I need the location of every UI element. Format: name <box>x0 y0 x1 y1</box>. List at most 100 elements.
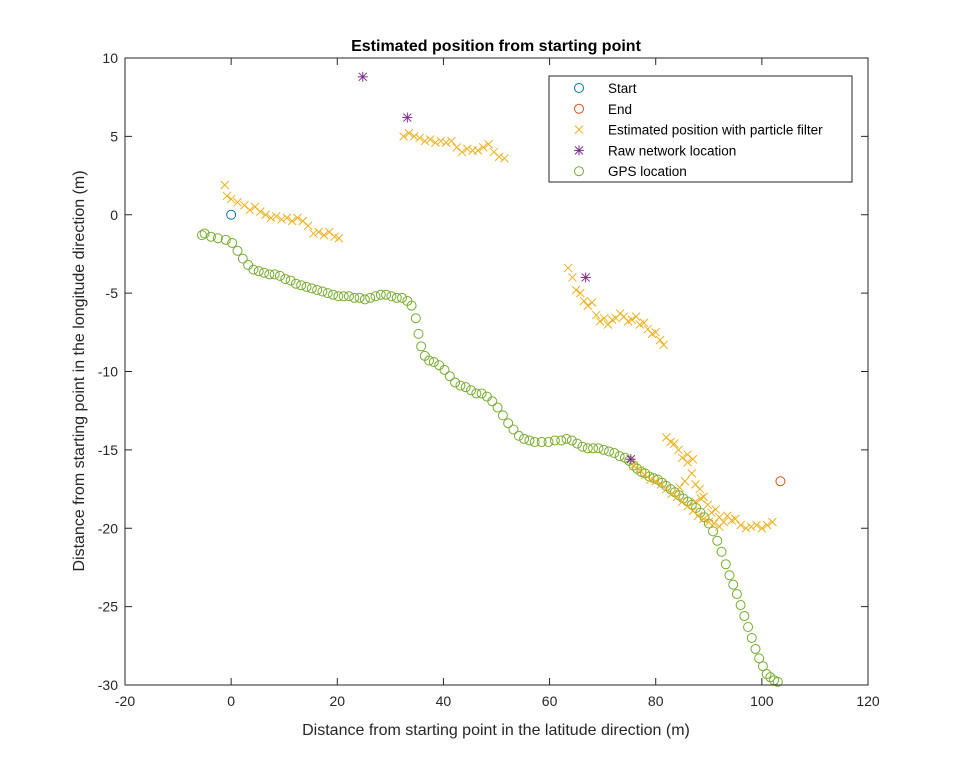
estimated-position-with-particle-filter-point-9-stroke <box>266 213 276 223</box>
estimated-position-with-particle-filter-point-26-stroke <box>415 133 424 143</box>
estimated-position-with-particle-filter-point-60 <box>631 312 641 321</box>
estimated-position-with-particle-filter-point-74-stroke <box>687 469 697 478</box>
gps-location-point-29 <box>354 292 365 303</box>
gps-location-point-25 <box>333 291 344 302</box>
y-tick-label-8: 10 <box>102 50 118 66</box>
estimated-position-with-particle-filter-point-40-stroke <box>489 147 499 157</box>
estimated-position-with-particle-filter-point-43-stroke <box>563 263 573 273</box>
estimated-position-with-particle-filter-point-29 <box>431 138 440 147</box>
estimated-position-with-particle-filter-point-52 <box>599 313 609 323</box>
estimated-position-with-particle-filter-point-111 <box>688 454 698 464</box>
gps-location-point-54 <box>476 388 487 399</box>
estimated-position-with-particle-filter-point-50 <box>591 310 601 320</box>
chart-title: Estimated position from starting point <box>351 38 641 55</box>
gps-location-point-14 <box>274 270 285 281</box>
estimated-position-with-particle-filter-point-88-stroke <box>746 522 756 532</box>
gps-location-point-36 <box>391 292 402 303</box>
estimated-position-with-particle-filter-point-32-stroke <box>447 136 456 146</box>
y-tick-label-5: -5 <box>106 285 119 301</box>
estimated-position-with-particle-filter-point-25 <box>409 132 419 141</box>
estimated-position-with-particle-filter-point-19-stroke <box>319 230 329 240</box>
estimated-position-with-particle-filter-point-113 <box>675 483 684 492</box>
estimated-position-with-particle-filter-point-108-stroke <box>709 519 719 528</box>
gps-location-point-104 <box>720 559 731 570</box>
estimated-position-with-particle-filter-point-66 <box>655 335 665 345</box>
gps-location-point-20 <box>306 283 317 294</box>
estimated-position-with-particle-filter-point-62 <box>639 318 649 328</box>
gps-location-point-7 <box>237 253 248 264</box>
estimated-position-with-particle-filter-point-45 <box>571 285 581 295</box>
gps-location-point-65 <box>536 437 547 448</box>
gps-location-point-32 <box>370 291 381 302</box>
y-tick-label-0: -30 <box>98 677 118 693</box>
start-point-0 <box>226 209 237 220</box>
gps-location-point-2 <box>205 231 216 242</box>
legend-marker-estimated-position-with-particle-filter-stroke <box>574 125 584 134</box>
estimated-position-with-particle-filter-point-44 <box>568 273 577 282</box>
estimated-position-with-particle-filter-point-51-stroke <box>595 316 605 326</box>
estimated-position-with-particle-filter-point-3 <box>233 197 242 207</box>
estimated-position-with-particle-filter-point-96-stroke <box>646 475 655 485</box>
estimated-position-with-particle-filter-point-6-stroke <box>250 202 260 212</box>
estimated-position-with-particle-filter-point-65-stroke <box>651 327 661 337</box>
estimated-position-with-particle-filter-point-76 <box>695 484 705 494</box>
raw-network-location-point-0 <box>357 71 368 82</box>
estimated-position-with-particle-filter-point-22-stroke <box>334 233 344 243</box>
estimated-position-with-particle-filter-point-75-stroke <box>691 480 700 489</box>
estimated-position-with-particle-filter-point-27 <box>420 136 430 146</box>
axis-ticks: -20 0 20 40 60 80 100 120 -30 -25 -20 -15 -10 -5 0 5 10 <box>98 50 880 709</box>
estimated-position-with-particle-filter-point-86 <box>736 520 745 530</box>
estimated-position-with-particle-filter-point-48 <box>583 301 593 311</box>
estimated-position-with-particle-filter-point-105 <box>693 511 703 521</box>
estimated-position-with-particle-filter-point-70-stroke <box>669 439 679 448</box>
estimated-position-with-particle-filter-point-9 <box>266 213 276 223</box>
estimated-position-with-particle-filter-point-41-stroke <box>494 152 504 162</box>
estimated-position-with-particle-filter-point-93-stroke <box>629 461 638 470</box>
estimated-position-with-particle-filter-point-49 <box>587 298 597 307</box>
estimated-position-with-particle-filter-point-91-stroke <box>762 520 772 530</box>
estimated-position-with-particle-filter-point-107-stroke <box>704 517 714 527</box>
estimated-position-with-particle-filter-point-28-stroke <box>425 135 435 144</box>
estimated-position-with-particle-filter-point-108 <box>709 519 719 528</box>
estimated-position-with-particle-filter-point-38-stroke <box>478 142 488 152</box>
estimated-position-with-particle-filter-point-41 <box>494 152 504 162</box>
estimated-position-with-particle-filter-point-50-stroke <box>591 310 601 320</box>
gps-location-point-118 <box>772 676 783 687</box>
gps-location-point-66 <box>543 437 554 448</box>
gps-location-point-112 <box>750 643 761 654</box>
gps-location-point-107 <box>731 589 742 600</box>
estimated-position-with-particle-filter-point-30-stroke <box>436 136 446 146</box>
estimated-position-with-particle-filter-point-81-stroke <box>715 512 724 522</box>
gps-location-point-116 <box>765 672 776 683</box>
estimated-position-with-particle-filter-point-13 <box>287 216 297 226</box>
estimated-position-with-particle-filter-point-102-stroke <box>677 497 687 506</box>
gps-location-point-73 <box>582 443 593 454</box>
estimated-position-with-particle-filter-point-20-stroke <box>324 227 334 237</box>
gps-location-point-11 <box>259 267 270 278</box>
estimated-position-with-particle-filter-point-115-stroke <box>691 497 700 506</box>
gps-location-point-58 <box>497 410 508 421</box>
gps-location-point-74 <box>588 443 599 454</box>
y-tick-label-4: -10 <box>98 364 118 380</box>
estimated-position-with-particle-filter-point-17 <box>309 229 318 238</box>
estimated-position-with-particle-filter-point-16-stroke <box>303 221 313 231</box>
gps-location-point-56 <box>487 396 498 407</box>
estimated-position-with-particle-filter-point-96 <box>646 475 655 485</box>
estimated-position-with-particle-filter-point-95-stroke <box>640 470 650 480</box>
y-tick-label-3: -15 <box>98 442 118 458</box>
x-tick-label-6: 100 <box>750 693 774 709</box>
estimated-position-with-particle-filter-point-32 <box>447 136 456 146</box>
gps-location-point-23 <box>322 288 333 299</box>
estimated-position-with-particle-filter-point-112 <box>680 476 690 486</box>
estimated-position-with-particle-filter-point-85-stroke <box>730 514 740 524</box>
estimated-position-with-particle-filter-point-109 <box>715 522 724 532</box>
estimated-position-with-particle-filter-point-19 <box>319 230 329 240</box>
estimated-position-with-particle-filter-point-47-stroke <box>579 296 589 306</box>
gps-location-point-100 <box>703 518 714 529</box>
estimated-position-with-particle-filter-point-35 <box>462 144 472 154</box>
estimated-position-with-particle-filter-point-11-stroke <box>277 215 286 224</box>
gps-location-point-28 <box>349 292 360 303</box>
estimated-position-with-particle-filter-point-14-stroke <box>293 213 302 223</box>
estimated-position-with-particle-filter-point-67-stroke <box>659 340 669 350</box>
estimated-position-with-particle-filter-point-72-stroke <box>677 453 687 463</box>
